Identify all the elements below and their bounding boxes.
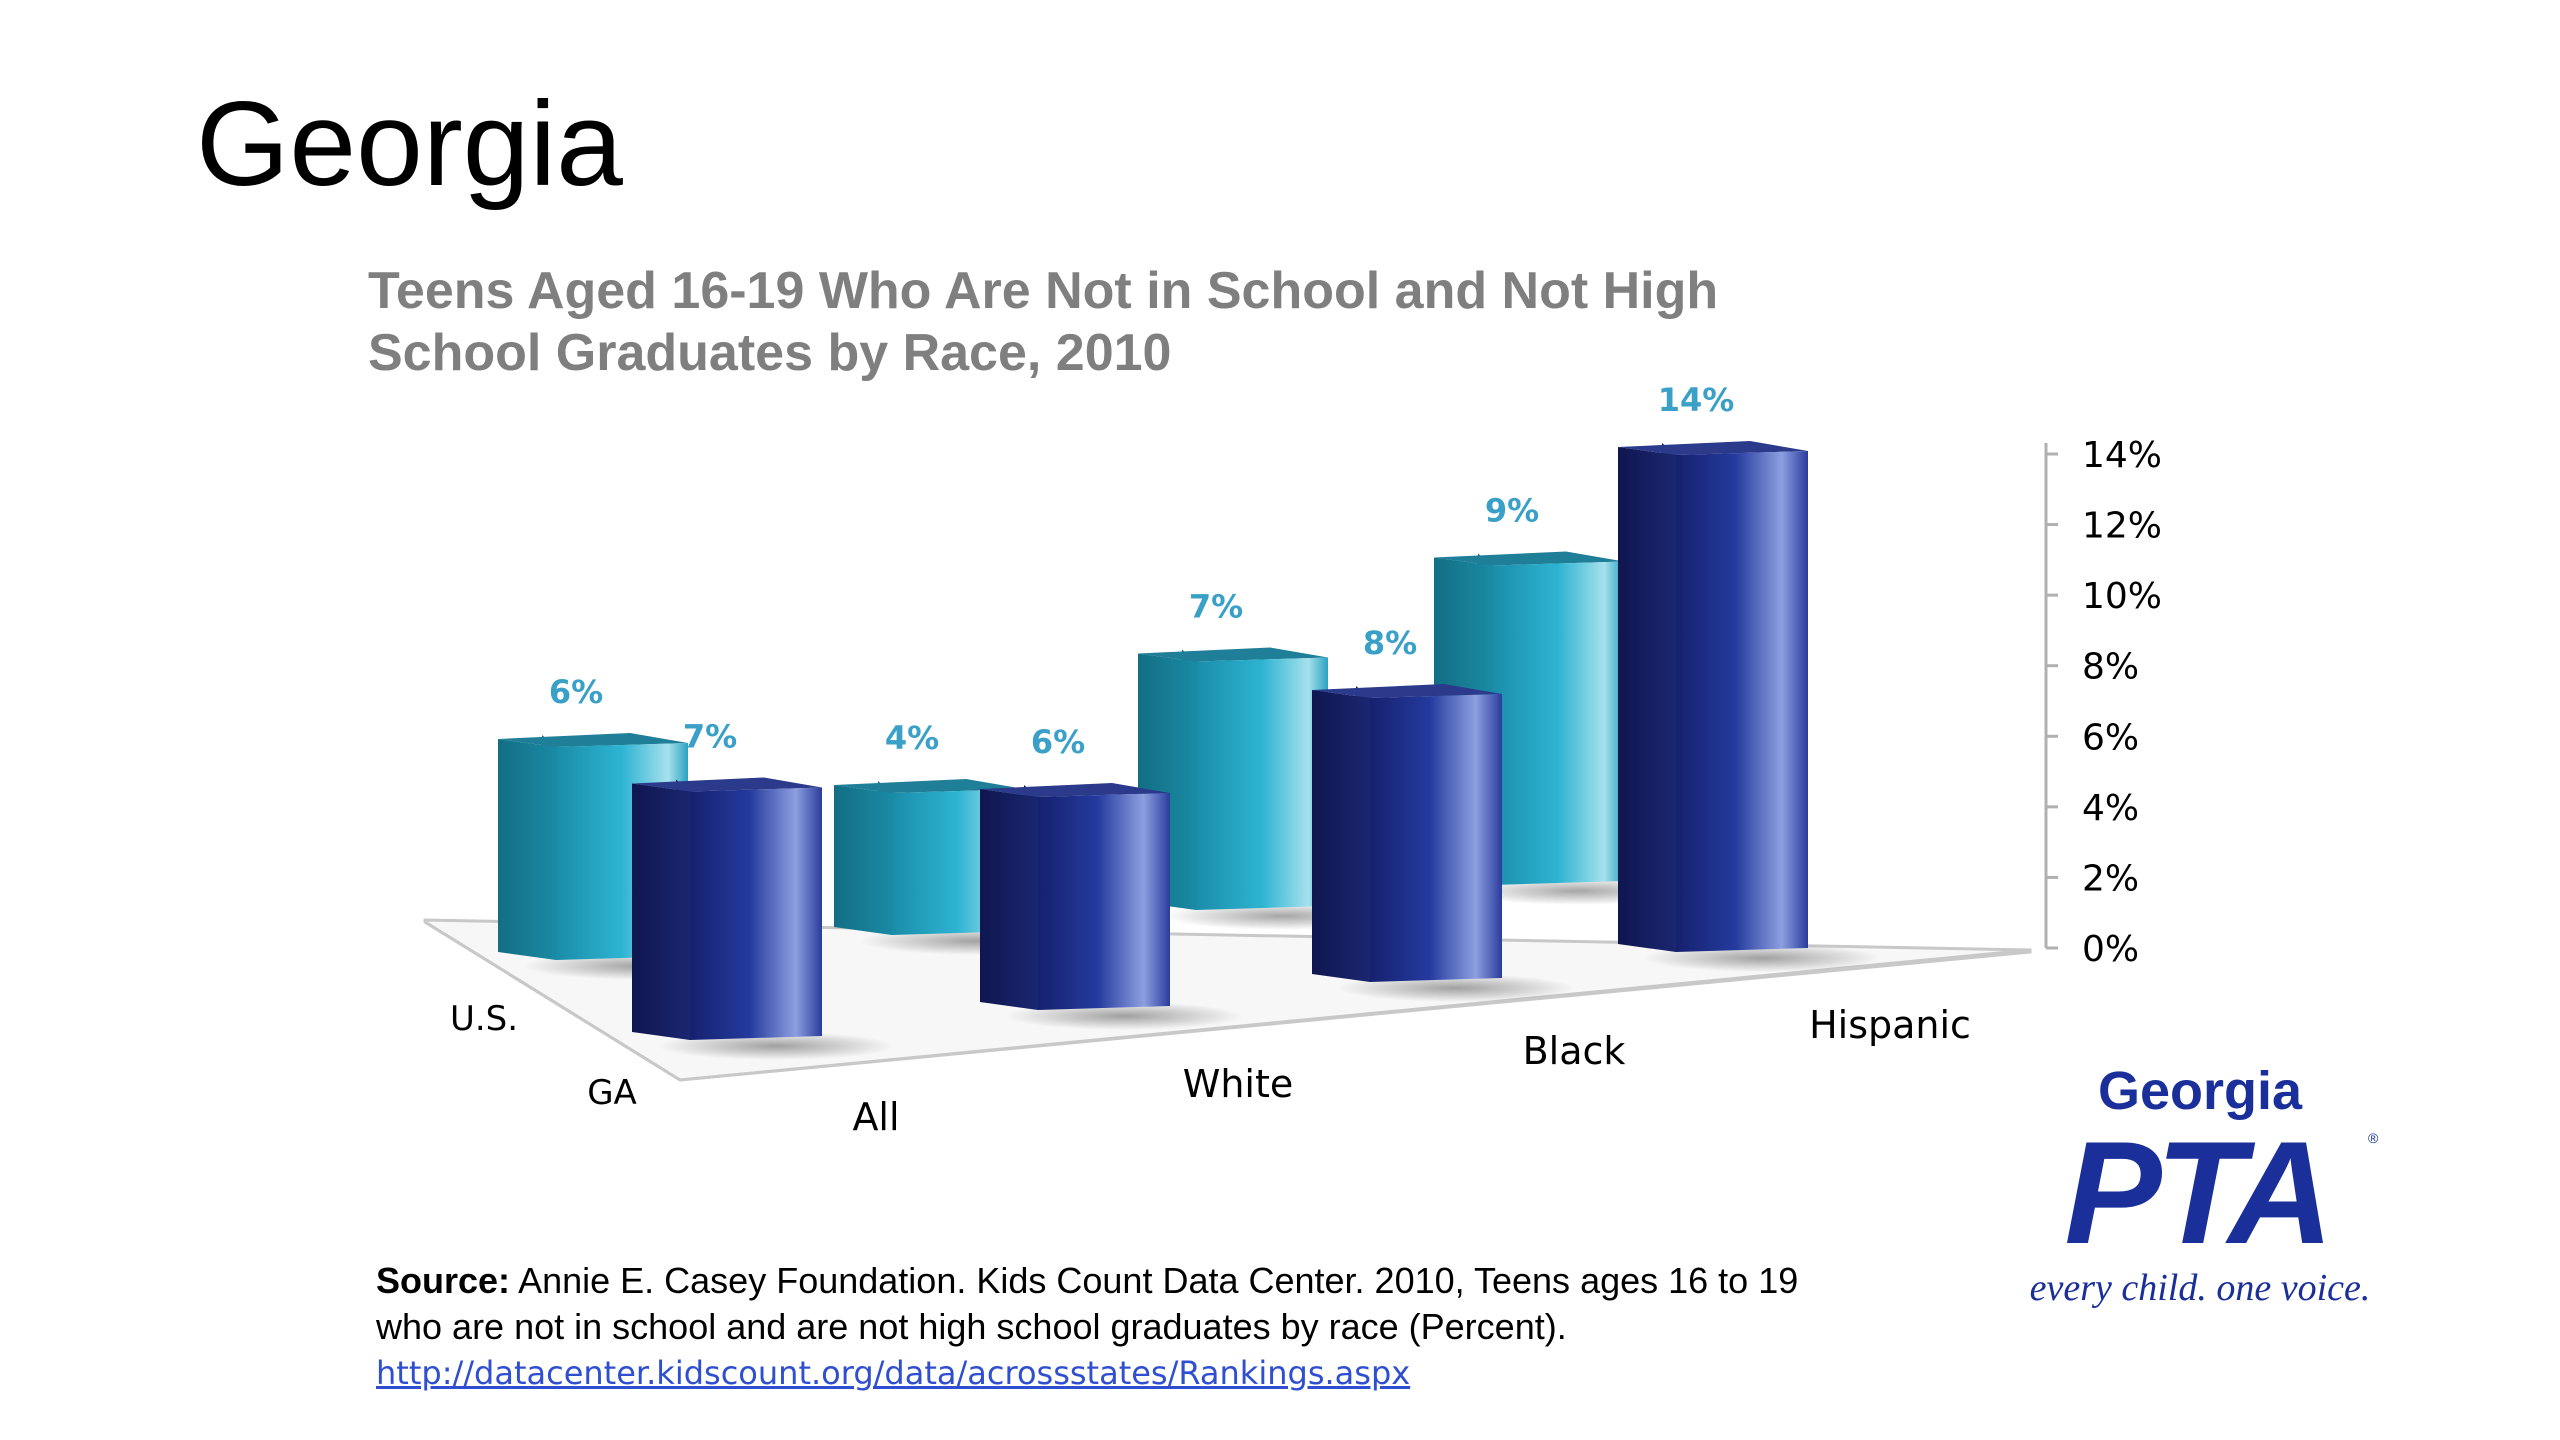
bar-top-face bbox=[632, 777, 822, 792]
category-label-white: White bbox=[1183, 1062, 1294, 1106]
y-tick-label: 4% bbox=[2082, 788, 2139, 829]
bar-top-face bbox=[834, 779, 1024, 793]
data-labels: 6% 4% 7% 9% 7% 6% 8% 14% bbox=[549, 381, 1734, 761]
y-tick-label: 2% bbox=[2082, 858, 2139, 899]
logo-main-text: PTA bbox=[2064, 1111, 2333, 1274]
bar-top-face bbox=[1434, 551, 1624, 566]
data-label: 9% bbox=[1485, 492, 1539, 530]
slide-title: Georgia bbox=[196, 77, 623, 211]
bar-front-face bbox=[1492, 561, 1624, 885]
data-label: 4% bbox=[885, 719, 939, 757]
bar-left-face bbox=[980, 789, 1038, 1010]
logo-tagline: every child. one voice. bbox=[2029, 1267, 2371, 1309]
category-label-all: All bbox=[852, 1095, 899, 1139]
series-label-us: U.S. bbox=[450, 999, 518, 1039]
bar-ga-hispanic bbox=[1618, 441, 1881, 972]
bar-left-face bbox=[834, 785, 892, 935]
bar-left-face bbox=[1618, 447, 1676, 952]
source-text: Annie E. Casey Foundation. Kids Count Da… bbox=[376, 1260, 1799, 1347]
category-label-black: Black bbox=[1523, 1029, 1626, 1073]
y-tick-label: 12% bbox=[2082, 506, 2162, 547]
data-label: 7% bbox=[1189, 588, 1243, 626]
bar-ga-all bbox=[632, 777, 895, 1060]
bar-top-face bbox=[980, 783, 1170, 797]
source-link[interactable]: http://datacenter.kidscount.org/data/acr… bbox=[376, 1354, 1411, 1392]
registered-icon: ® bbox=[2368, 1130, 2379, 1146]
y-axis: 0% 2% 4% 6% 8% 10% 12% 14% bbox=[2044, 435, 2162, 970]
bar-top-face bbox=[1618, 441, 1808, 455]
bar-top-face bbox=[1138, 647, 1328, 662]
y-tick-label: 10% bbox=[2082, 576, 2162, 617]
bar-front-face bbox=[1676, 451, 1808, 952]
category-label-hispanic: Hispanic bbox=[1809, 1003, 1971, 1047]
data-label: 14% bbox=[1658, 381, 1735, 419]
y-tick-label: 0% bbox=[2082, 929, 2139, 970]
y-tick-label: 8% bbox=[2082, 647, 2139, 688]
bar-left-face bbox=[632, 783, 690, 1040]
floor-left-edge bbox=[424, 920, 681, 1082]
source-note: Source: Annie E. Casey Foundation. Kids … bbox=[376, 1258, 1836, 1396]
y-tick-label: 6% bbox=[2082, 717, 2139, 758]
chart-title-line2: School Graduates by Race, 2010 bbox=[368, 324, 1172, 382]
category-labels: All White Black Hispanic U.S. GA bbox=[450, 999, 1971, 1139]
bar-front-face bbox=[1038, 793, 1170, 1010]
bar-front-face bbox=[690, 787, 822, 1040]
chart-title-line1: Teens Aged 16-19 Who Are Not in School a… bbox=[368, 262, 1719, 320]
data-label: 6% bbox=[549, 673, 603, 711]
floor-front-edge bbox=[679, 948, 2031, 1082]
data-label: 7% bbox=[683, 718, 737, 756]
bars bbox=[498, 441, 1881, 1060]
bar-left-face bbox=[498, 739, 556, 960]
bar-top-face bbox=[1312, 684, 1502, 698]
series-label-ga: GA bbox=[587, 1073, 637, 1113]
source-label: Source: bbox=[376, 1260, 511, 1301]
bar-ga-white bbox=[980, 783, 1243, 1030]
logo-top-text: Georgia bbox=[2097, 1061, 2303, 1121]
bar-ga-black bbox=[1312, 684, 1575, 1002]
bar-front-face bbox=[1196, 657, 1328, 910]
bar-front-face bbox=[1370, 694, 1502, 982]
bar-us-white bbox=[834, 779, 1097, 955]
data-label: 8% bbox=[1363, 624, 1417, 662]
data-label: 6% bbox=[1031, 723, 1085, 761]
bar-top-face bbox=[498, 733, 688, 747]
y-tick-label: 14% bbox=[2082, 435, 2162, 476]
georgia-pta-logo: Georgia PTA ® every child. one voice. bbox=[1990, 1060, 2410, 1320]
chart-title: Teens Aged 16-19 Who Are Not in School a… bbox=[368, 260, 1818, 384]
bar-left-face bbox=[1312, 690, 1370, 982]
